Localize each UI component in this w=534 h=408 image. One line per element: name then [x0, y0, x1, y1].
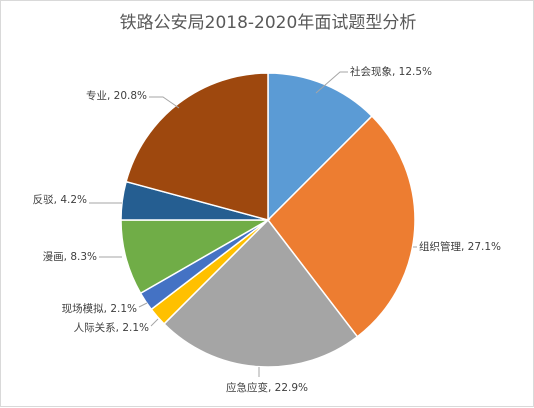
pie-slice-1 — [267, 72, 374, 222]
data-label-4: 人际关系, 2.1% — [74, 321, 149, 334]
data-label-2: 组织管理, 27.1% — [419, 240, 501, 253]
data-label-1: 社会现象, 12.5% — [350, 65, 432, 78]
data-label-5: 现场模拟, 2.1% — [62, 302, 137, 315]
slices-layer — [120, 72, 416, 368]
leader-line-8 — [149, 96, 180, 109]
data-label-8: 专业, 20.8% — [86, 89, 147, 102]
leader-line-4 — [150, 318, 159, 327]
pie-slice-3 — [162, 218, 359, 368]
leader-lines-layer — [89, 71, 417, 377]
pie-slice-2 — [267, 114, 416, 338]
chart-title: 铁路公安局2018-2020年面试题型分析 — [120, 13, 417, 33]
pie-slice-8 — [125, 72, 269, 221]
leader-line-5 — [138, 302, 148, 308]
data-labels-layer: 社会现象, 12.5% 组织管理, 27.1% 应急应变, 22.9% 人际关系, 2… — [33, 65, 501, 394]
data-label-3: 应急应变, 22.9% — [226, 381, 308, 394]
data-label-6: 漫画, 8.3% — [43, 250, 97, 263]
leader-line-1 — [315, 71, 348, 94]
data-label-7: 反驳, 4.2% — [33, 194, 87, 206]
